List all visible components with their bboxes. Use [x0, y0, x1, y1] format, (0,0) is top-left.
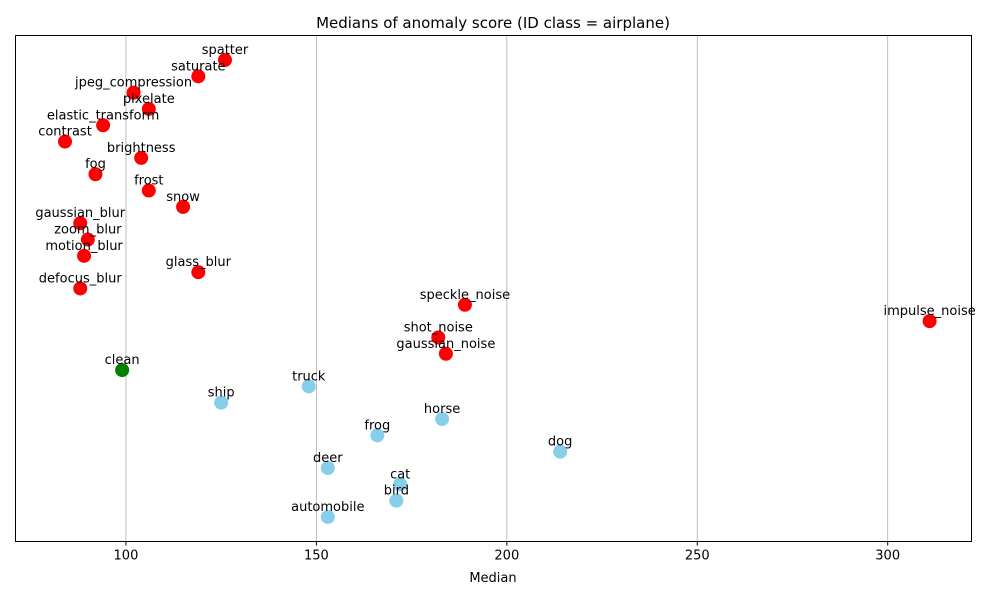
data-point-bird [389, 493, 404, 508]
point-label: shot_noise [404, 320, 473, 335]
x-tick-label: 250 [685, 549, 710, 564]
data-point-deer [320, 461, 335, 475]
data-point-speckle-noise [457, 297, 472, 312]
point-label: horse [424, 402, 460, 417]
data-point-saturate [191, 69, 206, 84]
data-point-motion-blur [77, 248, 92, 263]
point-label: fog [85, 157, 106, 172]
data-point-dog [553, 444, 568, 459]
x-axis-label: Median [469, 571, 516, 586]
point-label: ship [208, 386, 235, 401]
point-label: dog [548, 435, 572, 450]
point-label: spatter [202, 43, 249, 58]
point-label: pixelate [123, 92, 175, 107]
x-tick-label: 100 [114, 549, 139, 564]
data-point-snow [176, 199, 191, 214]
data-point-frost [141, 183, 156, 198]
data-point-frog [370, 428, 385, 443]
x-tick-label: 150 [304, 549, 329, 564]
data-point-gaussian-blur [73, 216, 88, 231]
point-label: defocus_blur [39, 271, 123, 286]
point-label: jpeg_compression [74, 76, 192, 91]
point-label: clean [105, 353, 140, 368]
point-label: brightness [107, 141, 176, 156]
data-point-horse [435, 412, 450, 427]
data-point-fog [88, 167, 103, 182]
data-point-spatter [217, 53, 232, 67]
x-tick-label: 300 [875, 549, 900, 564]
x-axis-ticks: 100 150 200 250 300 [114, 541, 900, 564]
point-label: bird [384, 484, 409, 499]
point-label: saturate [171, 59, 225, 74]
point-label: gaussian_noise [396, 337, 495, 352]
data-point-truck [301, 379, 316, 394]
chart-title: Medians of anomaly score (ID class = air… [316, 14, 670, 32]
point-label: frost [134, 174, 163, 189]
data-point-elastic-transform [96, 118, 111, 133]
x-tick-label: 200 [494, 549, 519, 564]
plot-frame [15, 35, 972, 542]
data-point-ship [214, 395, 229, 410]
point-label: truck [292, 369, 326, 384]
point-label: motion_blur [45, 239, 123, 254]
data-point-contrast [58, 134, 73, 149]
point-label: impulse_noise [883, 304, 975, 319]
point-label: deer [313, 451, 343, 466]
point-label: automobile [291, 500, 364, 515]
data-point-automobile [320, 509, 335, 524]
point-label: speckle_noise [420, 288, 510, 303]
grid-lines [125, 35, 889, 542]
data-points [58, 53, 937, 524]
data-point-gaussian-noise [438, 346, 453, 361]
point-label: snow [166, 190, 200, 205]
point-label: frog [364, 418, 390, 433]
point-label: contrast [38, 125, 92, 140]
point-label: gaussian_blur [35, 206, 125, 221]
point-label: cat [390, 467, 410, 482]
point-label: glass_blur [166, 255, 232, 270]
point-label: elastic_transform [47, 108, 159, 123]
data-point-defocus-blur [73, 281, 88, 296]
data-point-brightness [134, 150, 149, 165]
data-point-shot-noise [431, 330, 446, 345]
data-point-clean [115, 363, 130, 378]
data-point-glass-blur [191, 265, 206, 280]
data-point-jpeg-compression [126, 85, 141, 100]
data-point-impulse-noise [922, 314, 937, 329]
data-point-pixelate [141, 101, 156, 116]
data-point-zoom-blur [80, 232, 95, 247]
data-point-cat [393, 477, 408, 492]
point-label: zoom_blur [54, 223, 122, 238]
